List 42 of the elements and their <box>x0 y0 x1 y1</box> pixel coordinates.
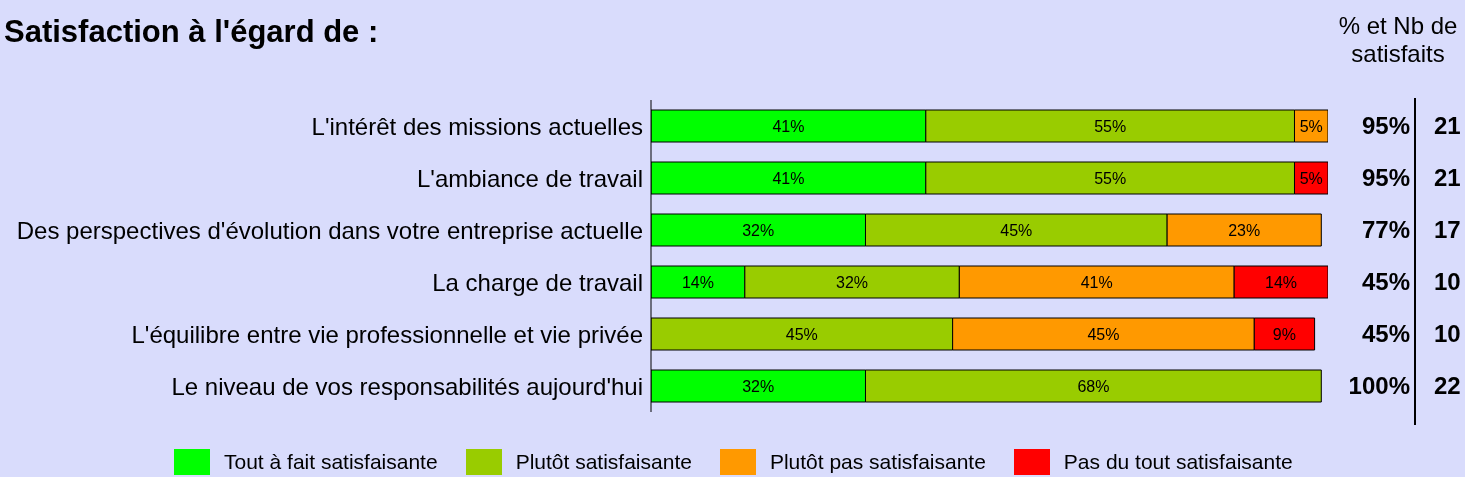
y-tick-label: Des perspectives d'évolution dans votre entreprise actuelle <box>16 216 643 244</box>
data-label: 41% <box>772 117 805 135</box>
data-label: 14% <box>1265 273 1298 291</box>
text: Satisfaction à l'égard de : <box>4 14 379 50</box>
data-label: 14% <box>681 273 714 291</box>
data-label: 45% <box>1087 325 1120 343</box>
text: 45% <box>1361 267 1410 297</box>
text: 77% <box>1361 215 1410 245</box>
data-label: 32% <box>836 273 869 291</box>
y-tick-label: L'équilibre entre vie professionnelle et vie privée <box>131 320 643 348</box>
data-label: 55% <box>1094 117 1127 135</box>
y-tick-label: Le niveau de vos responsabilités aujourd'hui <box>171 372 643 400</box>
data-label: 55% <box>1094 169 1127 187</box>
data-label: 32% <box>742 221 775 239</box>
text: 17 <box>1434 215 1461 245</box>
data-label: 23% <box>1228 221 1261 239</box>
legend-label: Plutôt pas satisfaisante <box>769 450 986 474</box>
y-tick-label: L'ambiance de travail <box>416 164 643 192</box>
legend-label: Plutôt satisfaisante <box>515 450 692 474</box>
text: 21 <box>1434 111 1461 141</box>
data-label: 5% <box>1299 117 1323 135</box>
text: 95% <box>1361 111 1410 141</box>
data-label: 45% <box>1000 221 1033 239</box>
data-label: 5% <box>1299 169 1323 187</box>
text: 10 <box>1434 319 1461 349</box>
text: 22 <box>1434 371 1461 401</box>
text: 95% <box>1361 163 1410 193</box>
text: 21 <box>1434 163 1461 193</box>
data-label: 32% <box>742 377 775 395</box>
text: % et Nb de satisfaits <box>1337 12 1459 68</box>
data-label: 45% <box>785 325 818 343</box>
data-label: 41% <box>772 169 805 187</box>
text: 45% <box>1361 319 1410 349</box>
y-tick-label: La charge de travail <box>432 268 643 296</box>
text: 10 <box>1434 267 1461 297</box>
y-tick-label: L'intérêt des missions actuelles <box>311 112 643 140</box>
data-label: 9% <box>1272 325 1296 343</box>
legend-label: Tout à fait satisfaisante <box>224 450 438 474</box>
text: 100% <box>1348 371 1410 401</box>
legend-label: Pas du tout satisfaisante <box>1063 450 1293 474</box>
data-label: 68% <box>1077 377 1110 395</box>
data-label: 41% <box>1080 273 1113 291</box>
